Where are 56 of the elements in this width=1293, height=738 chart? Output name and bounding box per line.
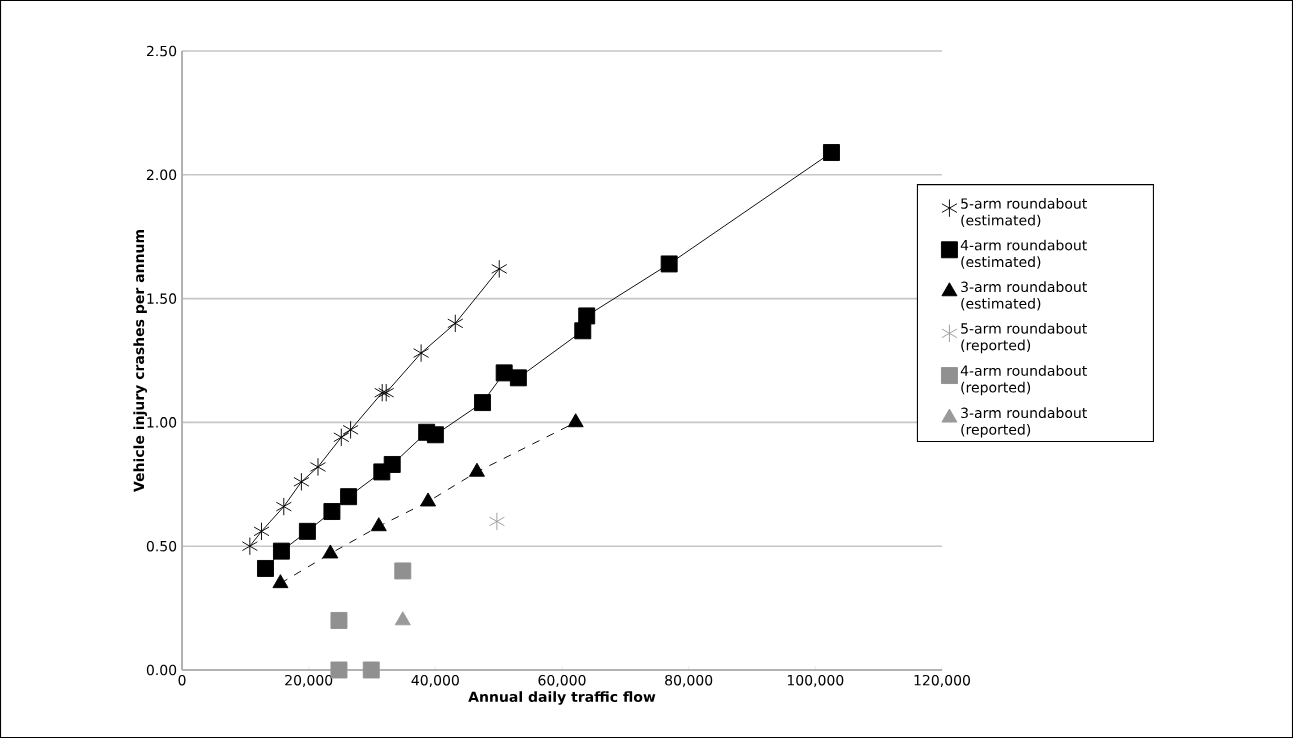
point	[578, 307, 596, 325]
point	[488, 512, 505, 531]
point	[310, 457, 326, 477]
x-tick-label: 80,000	[665, 674, 713, 687]
x-tick-label: 60,000	[538, 674, 586, 687]
y-tick-label: 1.00	[147, 417, 177, 428]
x-tick-label: 0	[178, 674, 186, 686]
x-tick-label: 120,000	[914, 674, 970, 687]
y-tick-label: 1.50	[147, 293, 177, 304]
point	[567, 413, 584, 428]
point	[474, 394, 491, 412]
point	[374, 383, 391, 402]
point	[660, 255, 678, 273]
point	[495, 364, 513, 382]
point	[333, 428, 350, 447]
legend-label: 4-arm roundabout (estimated)	[960, 239, 1087, 269]
legend-label: 4-arm roundabout (reported)	[960, 365, 1087, 396]
point	[272, 574, 289, 589]
point	[362, 661, 380, 679]
point	[323, 503, 341, 520]
x-tick-label: 40,000	[411, 674, 459, 687]
point	[509, 369, 527, 387]
point	[370, 517, 387, 532]
point	[394, 611, 411, 626]
point	[823, 144, 840, 161]
point	[413, 343, 430, 363]
x-tick-label: 100,000	[787, 674, 844, 687]
point	[298, 522, 316, 540]
point	[394, 562, 412, 580]
y-axis-title: Vehicle injury crashes per annum	[133, 230, 147, 492]
y-tick-label: 2.50	[146, 45, 177, 57]
legend-label: 5-arm roundabout (reported)	[961, 322, 1087, 354]
point	[383, 456, 401, 473]
x-tick-label: 20,000	[285, 674, 333, 687]
legend-label: 3-arm roundabout (estimated)	[961, 281, 1087, 311]
point	[378, 383, 395, 402]
point	[293, 472, 310, 491]
point	[420, 492, 437, 507]
point	[342, 420, 359, 439]
point	[322, 544, 339, 559]
point	[272, 542, 290, 560]
legend-label: 3-arm roundabout (reported)	[961, 407, 1087, 438]
legend-label: 5-arm roundabout (estimated)	[961, 197, 1087, 228]
point	[330, 611, 348, 629]
y-tick-label: 2.00	[146, 169, 177, 181]
point	[257, 560, 274, 577]
point	[253, 522, 270, 541]
y-tick-label: 0.00	[146, 664, 177, 676]
point	[241, 537, 258, 556]
y-tick-label: 0.50	[146, 540, 177, 552]
point	[426, 426, 444, 444]
point	[340, 488, 358, 506]
point	[447, 314, 464, 333]
point	[491, 259, 508, 279]
point	[275, 497, 292, 516]
x-axis-title: Annual daily traffic flow	[468, 691, 656, 705]
